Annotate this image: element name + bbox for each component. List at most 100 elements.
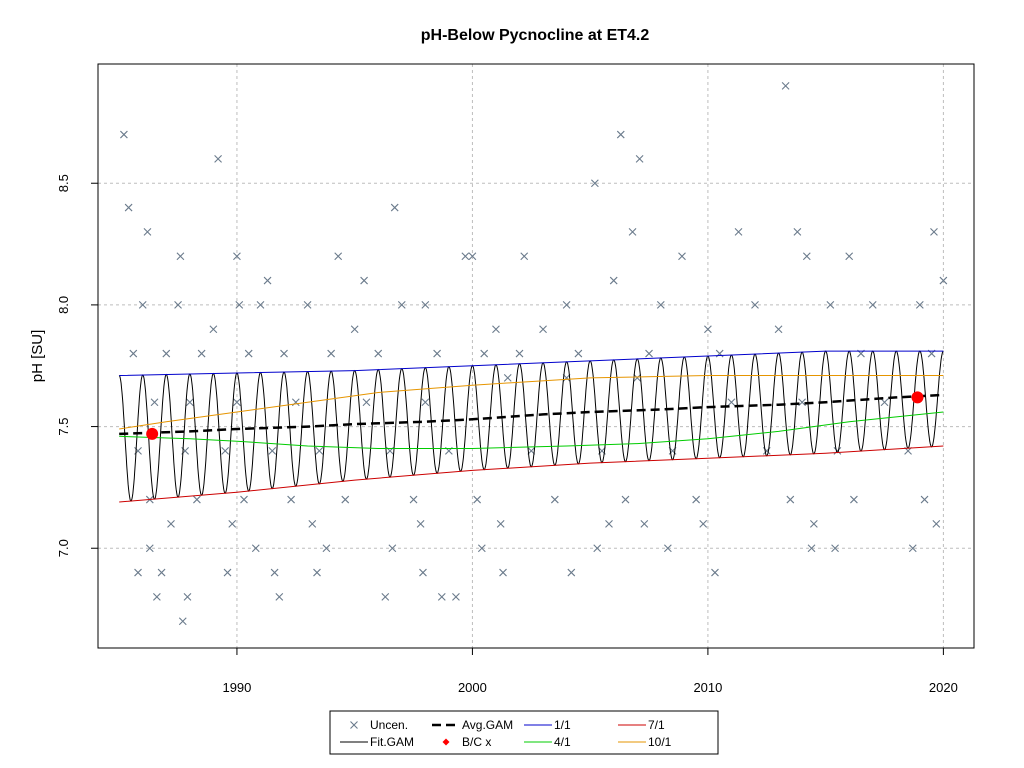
data-point-34	[492, 325, 500, 334]
data-point-49	[327, 349, 336, 358]
data-point-92	[550, 495, 559, 504]
data-point-0	[120, 130, 128, 139]
data-point-119	[157, 568, 166, 577]
data-point-86	[193, 495, 201, 504]
data-point-94	[692, 495, 701, 504]
y-tick-label-1: 7.5	[56, 418, 71, 436]
data-point-112	[477, 544, 486, 553]
data-point-9	[390, 203, 399, 212]
data-point-126	[711, 568, 719, 577]
data-point-83	[833, 447, 842, 455]
plot-frame	[97, 63, 975, 649]
legend-label-2: Avg.GAM	[462, 718, 513, 732]
data-point-88	[287, 495, 295, 504]
data-point-105	[699, 520, 708, 528]
data-point-35	[539, 325, 547, 334]
data-point-46	[197, 349, 206, 358]
data-point-54	[574, 349, 583, 358]
data-point-115	[807, 544, 816, 553]
data-point-109	[251, 544, 260, 553]
data-point-91	[473, 495, 482, 504]
data-point-99	[228, 520, 237, 528]
data-point-4	[214, 155, 222, 163]
data-point-89	[341, 495, 350, 504]
data-point-21	[802, 252, 811, 261]
data-point-15	[635, 155, 644, 163]
data-point-60	[150, 398, 159, 407]
legend-entry-7: 10/1	[618, 735, 672, 749]
data-point-107	[932, 520, 941, 528]
data-point-20	[793, 228, 802, 236]
data-point-100	[308, 520, 317, 528]
data-point-87	[240, 495, 248, 504]
data-point-48	[280, 349, 288, 358]
x-tick-label-3: 2020	[929, 680, 958, 695]
data-point-50	[374, 349, 383, 358]
legend: Uncen. Fit.GAM Avg.GAM B/C x 1/1 4/1 7/1 10/1	[329, 710, 719, 755]
data-point-18	[734, 228, 743, 236]
data-point-38	[656, 301, 665, 309]
data-point-3	[176, 252, 185, 261]
data-point-97	[920, 495, 929, 504]
y-tick-label-0: 7.0	[56, 539, 71, 557]
data-point-17	[678, 252, 686, 261]
bc-point-1	[911, 391, 924, 404]
data-point-124	[499, 568, 507, 577]
data-point-23	[930, 228, 938, 236]
data-point-103	[605, 520, 613, 528]
data-point-123	[419, 568, 427, 577]
data-point-133	[178, 617, 187, 626]
data-point-29	[256, 301, 265, 309]
data-point-75	[268, 447, 277, 455]
series-lines	[118, 350, 944, 503]
data-point-31	[350, 325, 359, 334]
data-point-8	[360, 276, 368, 285]
legend-swatch-0	[350, 721, 358, 729]
data-point-116	[831, 544, 839, 553]
data-point-51	[433, 349, 441, 358]
data-point-71	[880, 398, 889, 407]
data-point-62	[233, 398, 241, 407]
data-point-37	[609, 276, 618, 285]
data-point-6	[263, 276, 272, 285]
series-avg-gam	[119, 393, 944, 436]
x-axis: 1990 2000 2010 2020	[222, 648, 958, 695]
data-point-128	[183, 593, 192, 601]
legend-label-5: 4/1	[554, 735, 571, 749]
data-point-130	[381, 593, 390, 601]
data-point-45	[162, 349, 171, 358]
legend-label-1: Fit.GAM	[370, 735, 414, 749]
series-1-1	[119, 350, 944, 376]
x-tick-label-2: 2010	[693, 680, 722, 695]
data-point-76	[315, 447, 324, 455]
data-point-122	[313, 568, 321, 577]
data-point-61	[185, 398, 194, 407]
legend-label-4: 1/1	[554, 718, 571, 732]
legend-label-7: 10/1	[648, 735, 672, 749]
data-point-114	[663, 544, 672, 553]
data-point-90	[409, 495, 418, 504]
y-tick-label-2: 8.0	[56, 296, 71, 314]
data-point-16	[628, 228, 637, 236]
y-axis-label: pH [SU]	[29, 330, 46, 383]
data-point-102	[496, 520, 505, 528]
data-point-2	[143, 228, 152, 236]
data-point-110	[322, 544, 331, 553]
data-point-68	[633, 374, 642, 382]
data-point-104	[640, 520, 649, 528]
series-4-1	[119, 411, 944, 449]
data-point-26	[174, 301, 182, 309]
data-point-40	[751, 301, 759, 309]
data-point-25	[138, 301, 147, 309]
data-point-93	[621, 495, 630, 504]
legend-entry-4: 1/1	[524, 718, 571, 732]
data-point-101	[416, 520, 425, 528]
data-point-22	[845, 252, 854, 261]
baseline-compare-points	[146, 391, 924, 440]
data-point-113	[593, 544, 602, 553]
data-point-24	[939, 276, 948, 285]
data-point-131	[437, 593, 446, 601]
data-point-127	[152, 593, 161, 601]
data-point-98	[167, 520, 175, 528]
